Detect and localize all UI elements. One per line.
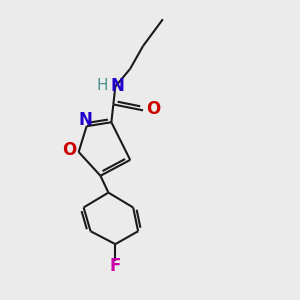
Text: O: O [61, 141, 76, 159]
Text: N: N [110, 76, 124, 94]
Text: N: N [79, 111, 92, 129]
Text: O: O [146, 100, 160, 118]
Text: H: H [97, 78, 108, 93]
Text: F: F [110, 257, 121, 275]
